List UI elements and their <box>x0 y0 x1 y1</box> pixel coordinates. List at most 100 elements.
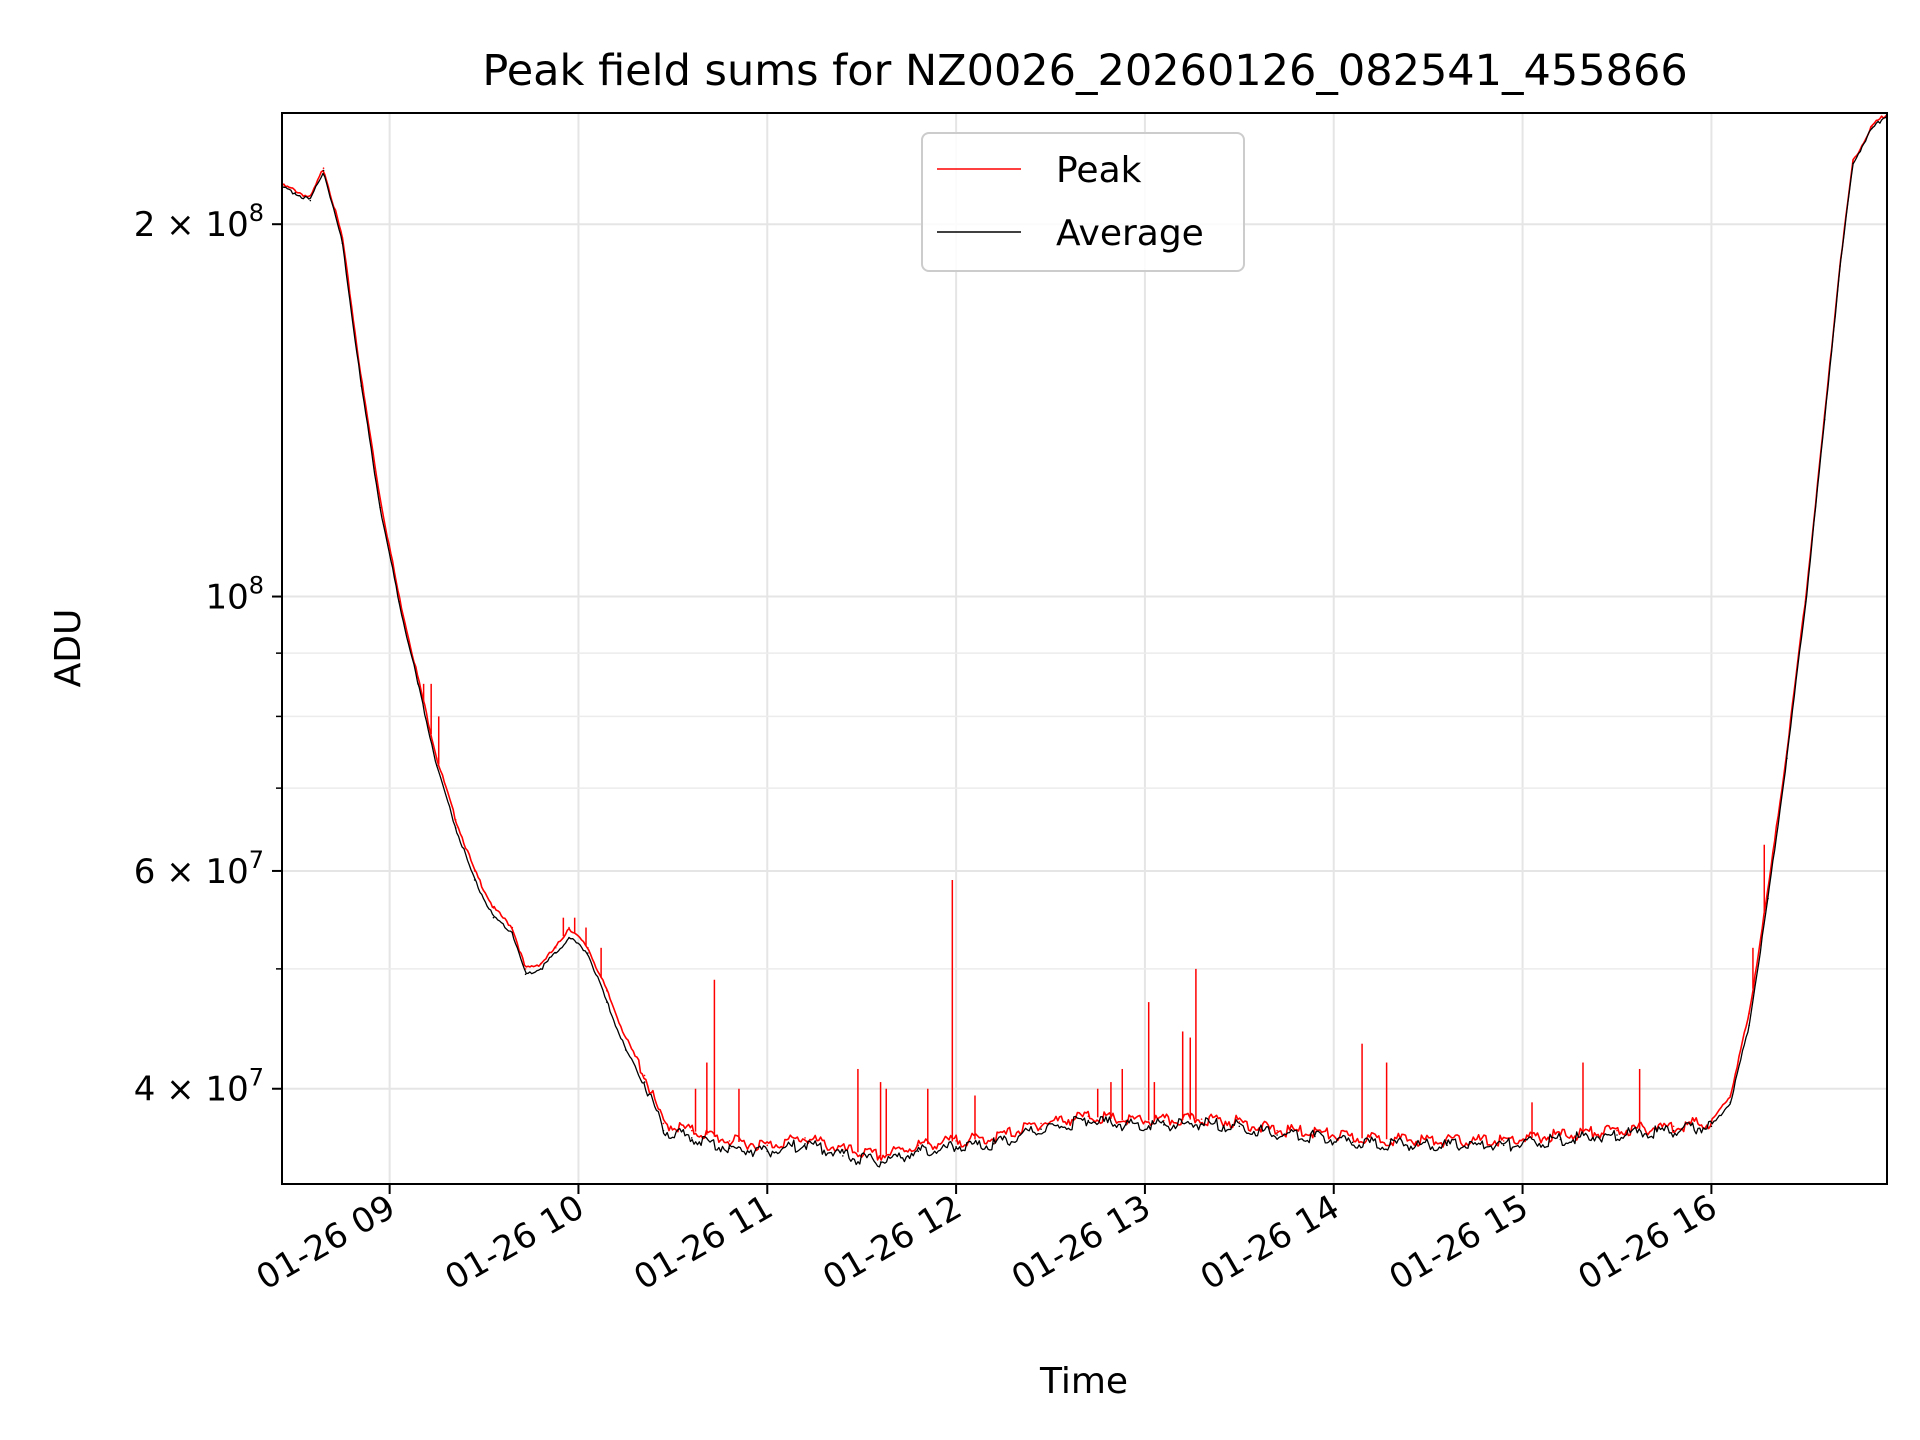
series-layer <box>281 112 1888 1168</box>
data-point <box>539 962 542 965</box>
data-point <box>728 1147 731 1150</box>
y-tick-label: 6 × 107 <box>134 846 264 892</box>
data-point <box>766 1144 769 1147</box>
data-point <box>398 601 400 603</box>
data-point <box>473 870 476 872</box>
chart-title: Peak field sums for NZ0026_20260126_0825… <box>482 46 1687 96</box>
data-point <box>587 952 589 954</box>
data-point <box>454 827 457 829</box>
series-line-peak <box>281 114 1888 1161</box>
data-point <box>511 926 514 929</box>
data-point <box>294 192 297 194</box>
data-point <box>690 1129 693 1132</box>
data-point <box>1087 1115 1090 1118</box>
data-point <box>1502 1144 1505 1147</box>
data-point <box>1672 1125 1675 1128</box>
data-point <box>1616 1134 1618 1136</box>
data-point <box>605 990 608 992</box>
data-point <box>341 242 344 245</box>
data-point <box>917 1150 920 1153</box>
data-point <box>1729 1094 1732 1097</box>
data-point <box>1710 1125 1713 1128</box>
data-point <box>1446 1144 1448 1147</box>
data-point <box>454 818 457 821</box>
data-point <box>804 1137 806 1139</box>
data-point <box>1559 1138 1562 1141</box>
data-point <box>1276 1134 1278 1136</box>
data-point <box>554 947 557 949</box>
y-tick-label: 4 × 107 <box>134 1064 264 1110</box>
data-point <box>492 916 495 919</box>
data-point <box>398 595 400 598</box>
legend-box <box>921 132 1245 272</box>
legend-label-peak: Peak <box>1056 150 1142 191</box>
data-point <box>1672 1129 1675 1132</box>
data-point <box>1748 1024 1750 1027</box>
data-point <box>624 1036 627 1039</box>
series-line-average <box>281 115 1888 1168</box>
legend: Peak Average <box>921 132 1245 272</box>
data-point <box>568 926 570 929</box>
plot-frame <box>281 112 1888 1185</box>
data-point <box>1767 897 1769 900</box>
data-point <box>1351 1141 1354 1144</box>
data-point <box>524 973 527 976</box>
data-point <box>1786 757 1788 760</box>
data-point <box>1040 1128 1042 1130</box>
data-point <box>1125 1124 1127 1126</box>
data-point <box>1351 1137 1354 1139</box>
data-point <box>473 879 476 881</box>
data-point <box>554 952 557 954</box>
data-point <box>662 1122 665 1125</box>
data-point <box>294 189 297 192</box>
data-point <box>1389 1143 1392 1145</box>
data-point <box>662 1129 665 1132</box>
data-point <box>1276 1129 1278 1132</box>
data-point <box>1729 1101 1732 1104</box>
data-point <box>917 1144 920 1147</box>
data-point <box>1200 1118 1203 1120</box>
data-point <box>1852 162 1854 165</box>
data-point <box>728 1140 731 1142</box>
data-point <box>1838 268 1841 270</box>
data-point <box>766 1150 769 1153</box>
data-point <box>539 968 542 970</box>
data-point <box>492 907 495 909</box>
data-point <box>1163 1124 1165 1126</box>
data-point <box>587 947 589 949</box>
data-point <box>879 1155 882 1157</box>
data-point <box>1040 1122 1042 1125</box>
data-point <box>436 764 438 767</box>
y-tick-label: 108 <box>205 572 264 618</box>
data-point <box>955 1140 957 1142</box>
data-point <box>309 199 312 202</box>
data-point <box>1502 1140 1505 1142</box>
data-point <box>1852 160 1854 162</box>
data-point <box>879 1161 882 1163</box>
data-point <box>1087 1119 1090 1122</box>
data-point <box>690 1137 693 1139</box>
data-point <box>1314 1135 1316 1138</box>
data-point <box>1871 125 1873 128</box>
data-point <box>1748 1012 1750 1015</box>
data-point <box>360 385 363 387</box>
legend-label-average: Average <box>1056 213 1204 254</box>
data-point <box>955 1146 957 1148</box>
data-point <box>804 1143 806 1145</box>
data-point <box>1238 1125 1241 1128</box>
data-point <box>417 683 419 685</box>
data-point <box>643 1074 646 1077</box>
data-point <box>1616 1129 1618 1132</box>
y-axis-label: ADU <box>48 609 89 688</box>
grid <box>282 113 1887 1184</box>
data-point <box>568 936 570 939</box>
data-point <box>842 1155 844 1157</box>
data-point <box>1200 1122 1203 1125</box>
data-point <box>993 1143 995 1145</box>
data-point <box>624 1049 627 1051</box>
data-point <box>1871 127 1873 130</box>
data-point <box>322 169 325 172</box>
data-point <box>1823 418 1826 421</box>
data-point <box>417 676 419 679</box>
